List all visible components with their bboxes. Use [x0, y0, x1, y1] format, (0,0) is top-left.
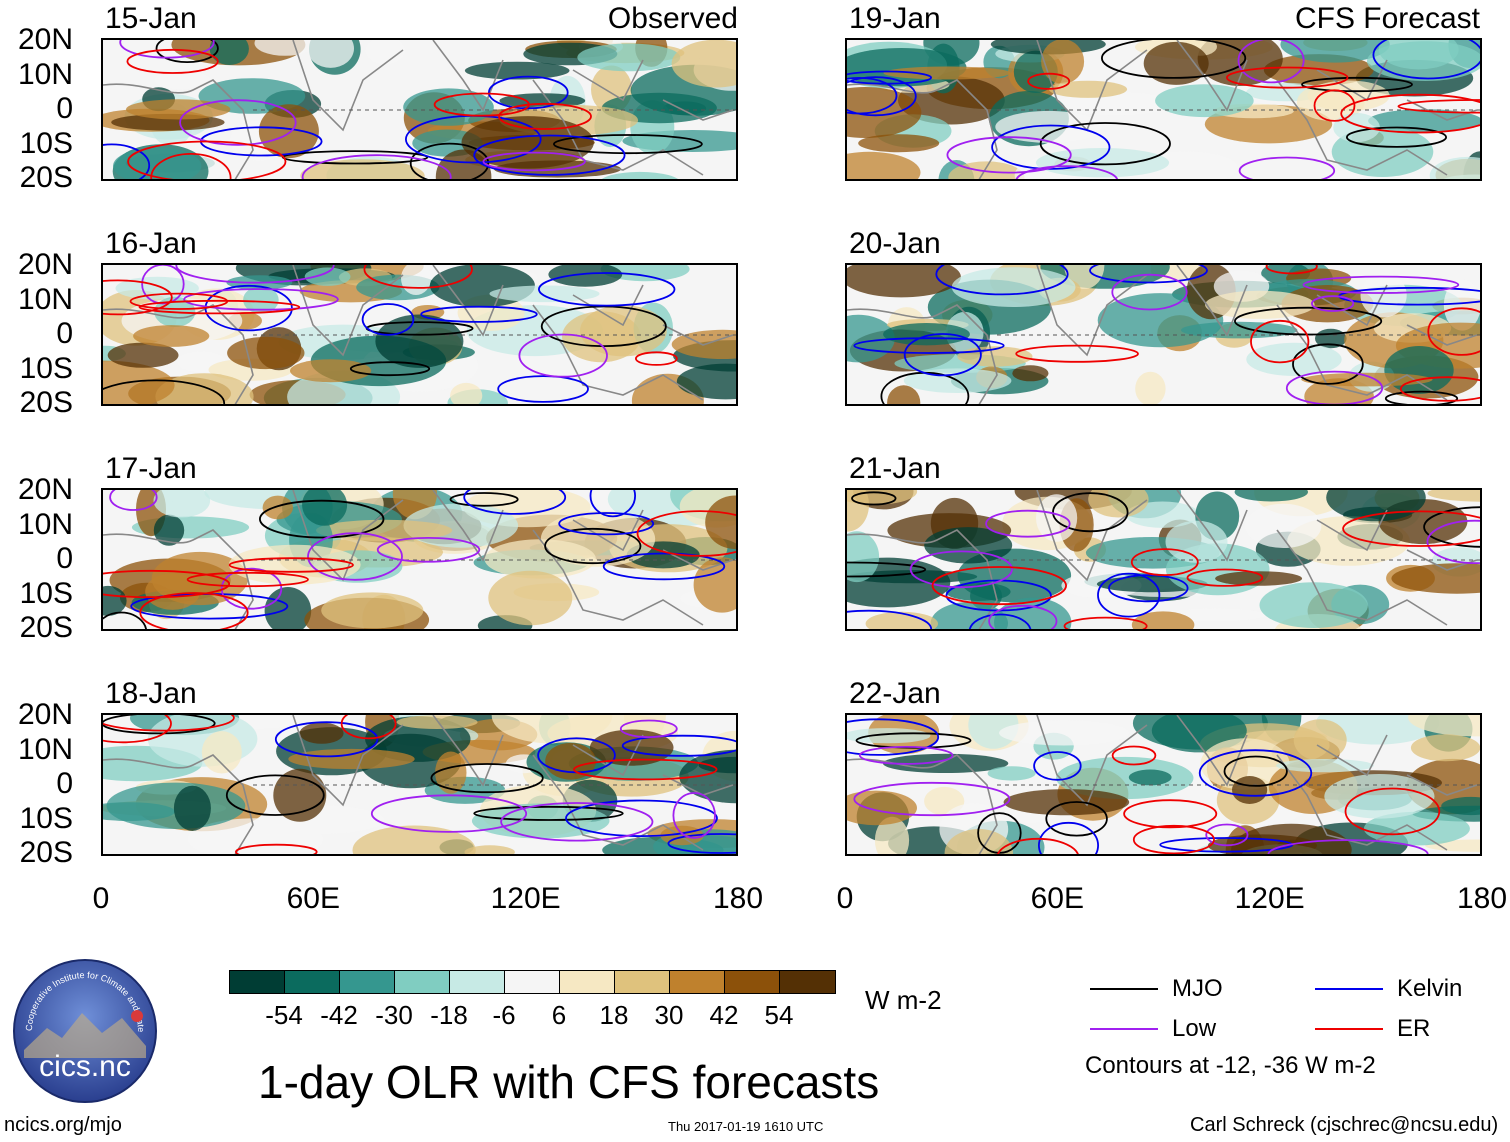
colorbar-tick-label: 6: [551, 1000, 567, 1030]
colorbar-tick-label: 30: [654, 1000, 684, 1030]
colorbar-swatch: [780, 971, 835, 993]
lon-tick-label: 180: [712, 882, 764, 915]
lat-tick-label: 10S: [19, 351, 73, 385]
lat-tick-label: 0: [56, 317, 73, 350]
legend-note: Contours at -12, -36 W m-2: [1085, 1052, 1376, 1079]
lat-tick-label: 10N: [17, 57, 73, 91]
date-label-observed-1: 16-Jan: [105, 227, 197, 260]
lat-tick-label: 0: [56, 767, 73, 800]
colorbar-swatch: [560, 971, 615, 993]
figure-title: 1-day OLR with CFS forecasts: [258, 1056, 880, 1108]
legend-line-mjo: [1090, 988, 1158, 990]
colorbar-tick-label: -42: [320, 1000, 358, 1030]
panel-header-observed: Observed: [607, 2, 738, 35]
olr-map-observed-0: [101, 38, 738, 181]
lat-tick-label: 10S: [19, 576, 73, 610]
colorbar-units: W m-2: [865, 985, 942, 1015]
colorbar-swatch: [615, 971, 670, 993]
date-label-observed-3: 18-Jan: [105, 677, 197, 710]
lon-tick-label: 0: [836, 882, 854, 915]
legend-line-low: [1090, 1028, 1158, 1030]
colorbar-tick-label: -30: [375, 1000, 413, 1030]
lat-tick-label: 20S: [19, 386, 73, 419]
date-label-forecast-0: 19-Jan: [849, 2, 941, 35]
colorbar-swatch: [340, 971, 395, 993]
date-label-observed-2: 17-Jan: [105, 452, 197, 485]
lat-tick-label: 0: [56, 92, 73, 125]
colorbar-swatch: [395, 971, 450, 993]
colorbar-swatch: [450, 971, 505, 993]
olr-map-observed-1: [101, 263, 738, 406]
legend-line-er: [1315, 1028, 1383, 1030]
colorbar-swatch: [230, 971, 285, 993]
olr-map-observed-2: [101, 488, 738, 631]
colorbar-swatch: [285, 971, 340, 993]
lat-tick-label: 20S: [19, 836, 73, 869]
colorbar-swatch: [505, 971, 560, 993]
lon-tick-label: 180: [1456, 882, 1508, 915]
lat-tick-label: 20N: [17, 473, 73, 506]
date-label-forecast-2: 21-Jan: [849, 452, 941, 485]
legend-line-kelvin: [1315, 988, 1383, 990]
colorbar-tick-label: -54: [265, 1000, 303, 1030]
date-label-forecast-3: 22-Jan: [849, 677, 941, 710]
footer-timestamp: Thu 2017-01-19 1610 UTC: [668, 1119, 824, 1134]
lat-tick-label: 20N: [17, 23, 73, 56]
legend-label-low: Low: [1172, 1015, 1217, 1042]
lon-tick-label: 120E: [490, 882, 561, 915]
lon-tick-label: 60E: [1030, 882, 1085, 915]
lon-tick-label: 120E: [1234, 882, 1305, 915]
colorbar: [229, 970, 836, 994]
footer-author: Carl Schreck (cjschrec@ncsu.edu): [1190, 1114, 1499, 1136]
olr-map-forecast-1: [845, 263, 1482, 406]
legend-label-mjo: MJO: [1172, 975, 1223, 1002]
olr-map-forecast-0: [845, 38, 1482, 181]
lat-tick-label: 10N: [17, 282, 73, 316]
colorbar-tick-label: -18: [430, 1000, 468, 1030]
olr-map-observed-3: [101, 713, 738, 856]
colorbar-swatch: [670, 971, 725, 993]
legend-label-er: ER: [1397, 1015, 1431, 1042]
lat-tick-label: 0: [56, 542, 73, 575]
date-label-observed-0: 15-Jan: [105, 2, 197, 35]
colorbar-tick-label: -6: [492, 1000, 516, 1030]
colorbar-tick-label: 54: [764, 1000, 794, 1030]
colorbar-tick-label: 42: [709, 1000, 739, 1030]
lat-tick-label: 20N: [17, 248, 73, 281]
lat-tick-label: 20S: [19, 161, 73, 194]
lon-tick-label: 0: [92, 882, 110, 915]
lon-tick-label: 60E: [286, 882, 341, 915]
legend-label-kelvin: Kelvin: [1397, 975, 1463, 1002]
panel-header-forecast: CFS Forecast: [1294, 2, 1480, 35]
footer-url[interactable]: ncics.org/mjo: [4, 1114, 122, 1136]
lat-tick-label: 20N: [17, 698, 73, 731]
lat-tick-label: 20S: [19, 611, 73, 644]
olr-map-forecast-3: [845, 713, 1482, 856]
olr-map-forecast-2: [845, 488, 1482, 631]
colorbar-swatch: [725, 971, 780, 993]
cics-logo: Cooperative Institute for Climate and Sa…: [9, 950, 158, 1104]
lat-tick-label: 10S: [19, 801, 73, 835]
lat-tick-label: 10N: [17, 732, 73, 766]
lat-tick-label: 10N: [17, 507, 73, 541]
svg-text:cics.nc: cics.nc: [39, 1050, 131, 1083]
colorbar-tick-label: 18: [599, 1000, 629, 1030]
date-label-forecast-1: 20-Jan: [849, 227, 941, 260]
lat-tick-label: 10S: [19, 126, 73, 160]
